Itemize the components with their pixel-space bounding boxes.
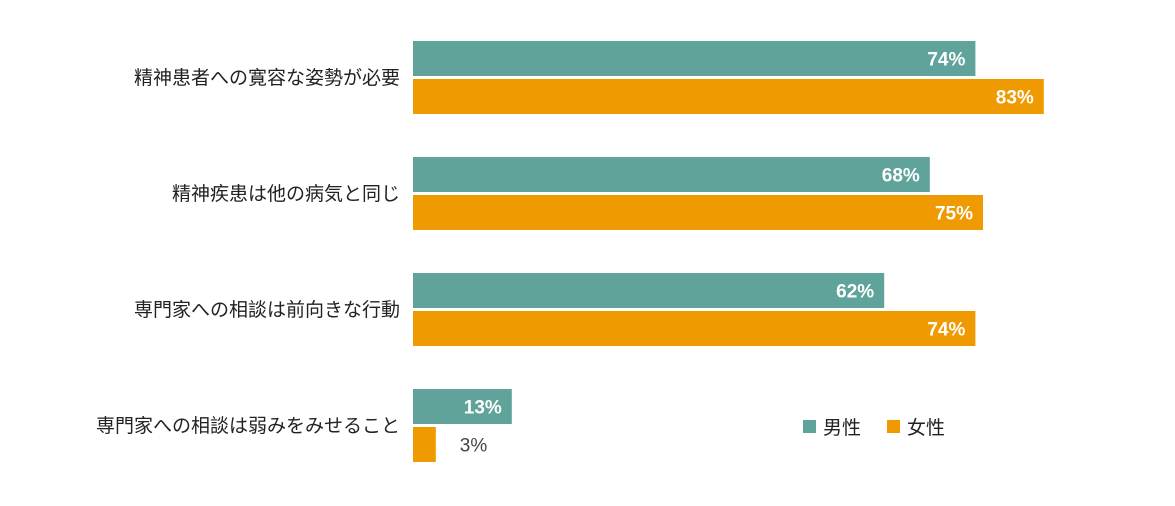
bar-female	[413, 79, 1044, 114]
legend: 男性 女性	[803, 417, 945, 439]
bar-female	[413, 195, 983, 230]
bar-male	[413, 157, 930, 192]
plot-area: 精神患者への寛容な姿勢が必要 74% 83% 精神疾患は他の病気と同じ 68% 75% 専門…	[96, 41, 1044, 462]
data-label: 68%	[882, 166, 920, 187]
bar-female	[413, 311, 976, 346]
category-label: 精神患者への寛容な姿勢が必要	[134, 67, 400, 89]
category-label: 専門家への相談は弱みをみせること	[96, 415, 400, 437]
category-label: 精神疾患は他の病気と同じ	[172, 183, 400, 205]
legend-label-male: 男性	[823, 417, 861, 439]
legend-swatch-female	[887, 420, 900, 433]
legend-label-female: 女性	[907, 417, 945, 439]
data-label: 62%	[836, 282, 874, 303]
data-label: 74%	[927, 50, 965, 71]
data-label: 83%	[996, 88, 1034, 109]
bar-male	[413, 389, 512, 424]
data-label: 75%	[935, 204, 973, 225]
bar-male	[413, 273, 885, 308]
data-label: 74%	[927, 320, 965, 341]
category-label: 専門家への相談は前向きな行動	[134, 299, 400, 321]
bar-female	[413, 427, 436, 462]
data-label: 13%	[464, 398, 502, 419]
data-label: 3%	[460, 436, 488, 457]
legend-swatch-male	[803, 420, 816, 433]
bar-male	[413, 41, 976, 76]
